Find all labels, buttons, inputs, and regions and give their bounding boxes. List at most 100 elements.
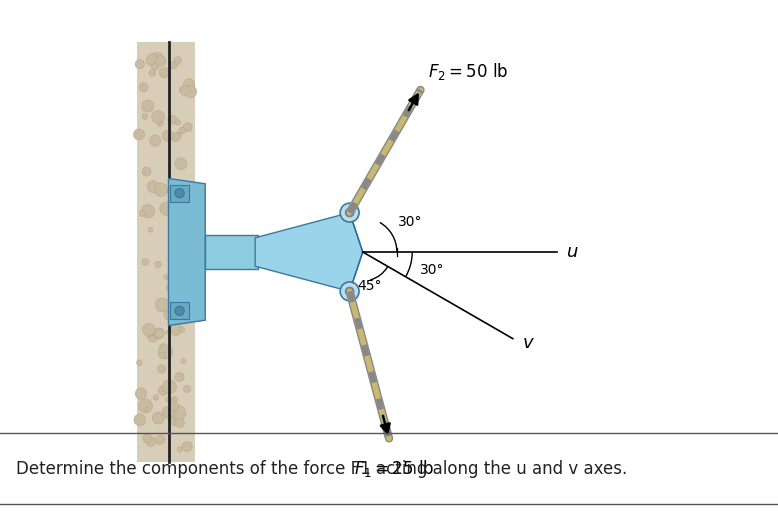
Text: 30°: 30° [420,263,445,277]
Circle shape [179,127,185,134]
Circle shape [182,442,192,452]
Circle shape [166,397,171,402]
Circle shape [169,411,175,416]
Circle shape [146,54,159,66]
Circle shape [154,183,167,196]
Circle shape [340,203,359,222]
Circle shape [340,282,359,301]
Circle shape [152,111,164,123]
Circle shape [169,259,179,269]
Circle shape [155,261,161,268]
Circle shape [157,365,166,373]
Circle shape [345,208,354,217]
Circle shape [176,192,188,204]
Polygon shape [205,235,258,269]
Circle shape [144,327,154,337]
Circle shape [173,192,184,202]
Circle shape [156,298,169,312]
Circle shape [170,62,177,69]
Circle shape [139,211,145,216]
Circle shape [175,373,184,382]
Text: 45°: 45° [358,279,382,293]
Circle shape [176,132,181,138]
Circle shape [159,343,167,351]
Text: $v$: $v$ [522,334,535,352]
Circle shape [149,70,156,77]
Circle shape [163,275,168,279]
Polygon shape [169,178,205,326]
Circle shape [147,181,159,193]
Text: $F_1 = 25$ lb: $F_1 = 25$ lb [354,458,435,479]
Circle shape [171,275,182,285]
Circle shape [184,385,191,393]
Circle shape [181,359,186,363]
Circle shape [153,328,164,339]
Circle shape [148,331,159,342]
Text: Determine the components of the force F1 acting along the u and v axes.: Determine the components of the force F1… [16,459,627,478]
Polygon shape [255,213,363,291]
Bar [170,185,189,202]
Circle shape [158,386,167,395]
Circle shape [173,57,181,65]
Circle shape [159,345,173,359]
Circle shape [142,113,148,119]
Circle shape [150,52,164,66]
Circle shape [142,100,154,112]
Circle shape [177,447,183,452]
Circle shape [142,323,155,336]
Circle shape [171,132,180,142]
Circle shape [172,406,186,419]
Circle shape [159,68,170,78]
Circle shape [168,411,182,425]
Circle shape [138,399,152,413]
Circle shape [184,79,194,90]
Circle shape [135,60,145,69]
Circle shape [166,330,170,334]
Circle shape [149,135,161,146]
Circle shape [159,202,173,215]
Circle shape [136,360,142,365]
Circle shape [134,414,145,426]
Circle shape [155,418,160,424]
Circle shape [175,418,184,427]
Circle shape [135,388,146,399]
Circle shape [162,407,173,418]
Circle shape [169,322,182,335]
Circle shape [172,216,178,222]
Text: $u$: $u$ [566,243,579,261]
Circle shape [156,435,165,444]
Circle shape [179,87,185,92]
Circle shape [171,396,177,403]
Circle shape [156,56,166,66]
Circle shape [175,306,184,316]
Circle shape [163,380,177,394]
Bar [170,302,189,319]
Circle shape [148,227,153,232]
Circle shape [155,329,164,338]
Circle shape [133,129,145,140]
Circle shape [145,436,156,446]
Text: $F_2 = 50$ lb: $F_2 = 50$ lb [429,61,509,82]
Circle shape [187,249,192,255]
Circle shape [184,86,197,98]
Polygon shape [137,42,194,462]
Circle shape [142,205,155,218]
Circle shape [168,116,177,124]
Circle shape [139,82,148,92]
Circle shape [180,86,190,96]
Circle shape [142,167,151,176]
Circle shape [159,352,166,359]
Circle shape [173,269,180,276]
Text: 30°: 30° [398,215,422,229]
Circle shape [153,395,159,400]
Circle shape [177,295,184,302]
Circle shape [175,158,187,170]
Circle shape [164,310,174,320]
Circle shape [183,123,192,132]
Circle shape [152,412,164,424]
Circle shape [345,287,354,296]
Circle shape [145,407,149,412]
Circle shape [166,284,174,292]
Circle shape [157,120,163,127]
Circle shape [173,270,186,284]
